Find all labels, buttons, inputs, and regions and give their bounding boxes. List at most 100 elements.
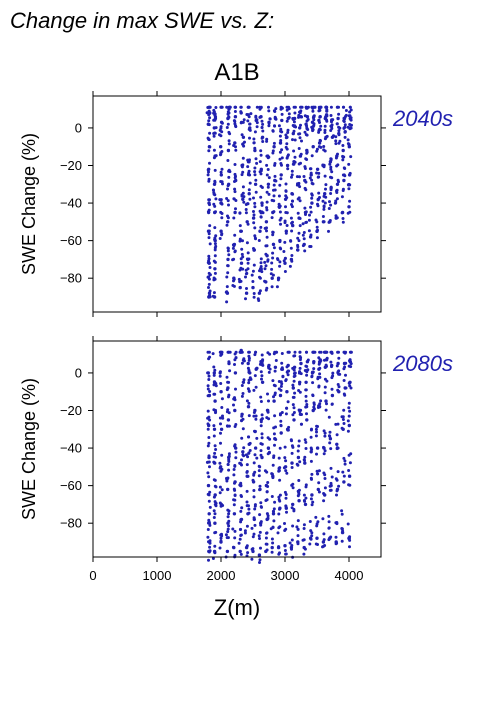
data-point (291, 386, 295, 390)
data-point (220, 167, 224, 171)
data-point (251, 478, 255, 482)
data-point (348, 183, 352, 187)
data-point (207, 123, 211, 127)
data-point (277, 552, 281, 556)
data-point (310, 534, 314, 538)
data-point (290, 466, 294, 469)
data-point (232, 257, 236, 261)
data-point (231, 246, 235, 250)
data-point (290, 173, 294, 177)
data-point (298, 217, 302, 220)
data-point (243, 529, 247, 533)
data-point (233, 163, 237, 166)
data-point (283, 549, 287, 552)
data-point (278, 393, 283, 398)
y-axis-label-2080s: SWE Change (%) (19, 378, 39, 520)
data-point (270, 276, 274, 280)
data-point (263, 226, 267, 230)
data-point (245, 463, 249, 467)
data-point (317, 171, 321, 175)
data-point (214, 115, 218, 119)
data-point (225, 223, 229, 227)
data-point (336, 470, 340, 474)
data-point (208, 545, 212, 549)
data-point (212, 277, 216, 281)
data-point (327, 520, 331, 524)
data-point (213, 531, 217, 535)
data-point (273, 110, 277, 113)
data-point (317, 385, 321, 389)
data-point (280, 106, 284, 110)
data-point (271, 233, 275, 237)
data-point (310, 375, 314, 379)
data-point (225, 300, 229, 304)
data-point (233, 464, 237, 468)
data-point (279, 419, 283, 423)
data-point (207, 512, 211, 516)
data-point (237, 541, 241, 545)
data-point (241, 185, 245, 189)
data-point (258, 513, 262, 517)
data-point (348, 545, 351, 549)
x-tick-label: 4000 (335, 568, 364, 583)
data-point (340, 211, 344, 215)
data-point (323, 391, 327, 395)
data-point (257, 553, 262, 557)
data-point (308, 542, 312, 546)
data-point (302, 231, 306, 234)
data-point (232, 473, 236, 477)
data-point (213, 238, 217, 242)
data-point (226, 463, 230, 466)
data-point (296, 236, 300, 240)
data-point (218, 461, 222, 465)
data-point (342, 379, 346, 382)
data-point (252, 247, 255, 250)
data-point (277, 387, 281, 391)
data-point (213, 267, 217, 271)
data-point (285, 163, 290, 168)
data-point (274, 179, 278, 183)
data-point (247, 511, 251, 515)
data-point (343, 135, 347, 139)
data-point (329, 185, 333, 189)
data-point (241, 239, 244, 243)
data-point (277, 456, 281, 460)
data-point (336, 361, 340, 366)
data-point (278, 507, 281, 511)
data-point (302, 493, 306, 497)
data-point (293, 124, 297, 128)
data-point (284, 189, 288, 193)
data-point (296, 494, 300, 498)
data-point (253, 205, 257, 209)
data-point (238, 350, 242, 354)
data-point (214, 126, 218, 130)
data-point (296, 463, 300, 467)
data-point (312, 403, 316, 406)
data-point (348, 171, 352, 175)
data-point (284, 412, 288, 416)
data-point (309, 171, 313, 175)
data-point (227, 175, 231, 179)
data-point (334, 422, 338, 426)
data-point (331, 118, 335, 122)
data-point (207, 282, 211, 286)
data-point (328, 488, 332, 492)
data-point (264, 252, 268, 256)
scenario-label: A1B (214, 59, 259, 86)
data-point (220, 350, 224, 354)
period-label-2040s: 2040s (392, 106, 453, 131)
data-point (303, 249, 307, 253)
data-point (240, 414, 244, 418)
data-point (271, 230, 275, 234)
data-point (311, 128, 315, 132)
data-point (226, 112, 230, 116)
data-point (346, 138, 350, 142)
data-point (211, 294, 215, 298)
data-point (213, 204, 217, 208)
data-point (349, 155, 353, 159)
data-point (259, 420, 263, 424)
data-point (241, 156, 245, 160)
data-point (273, 393, 277, 397)
data-point (297, 162, 301, 166)
data-point (252, 210, 255, 213)
